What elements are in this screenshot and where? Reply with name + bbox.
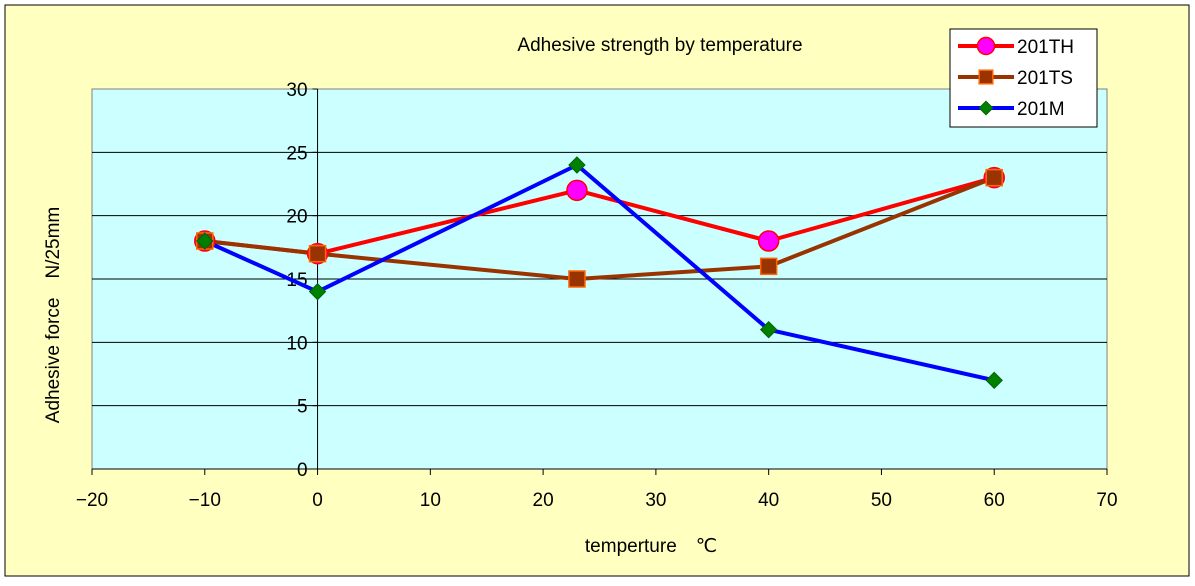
legend: 201TH 201TS 201M (949, 28, 1098, 128)
legend-marker-201TH (976, 36, 996, 56)
data-point-201M (196, 232, 214, 250)
y-tick-label: 30 (286, 80, 307, 101)
y-tick-label: 25 (286, 143, 307, 164)
x-tick-label: 10 (420, 490, 441, 511)
legend-label-201TH: 201TH (1017, 37, 1074, 58)
y-tick-label: 10 (286, 333, 307, 354)
data-point-201M (308, 282, 327, 301)
legend-label-201TS: 201TS (1017, 68, 1073, 89)
data-point-201M (985, 371, 1003, 390)
x-tick-label: −20 (76, 490, 108, 511)
x-tick-label: 70 (1096, 490, 1117, 511)
data-point-201TS (759, 257, 778, 276)
x-axis-label: temperture ℃ (585, 536, 717, 557)
y-axis-label: Adhesive force N/25mm (43, 207, 64, 423)
data-point-201TS (568, 270, 586, 288)
x-tick-label: −10 (189, 490, 221, 511)
chart-title: Adhesive strength by temperature (517, 35, 802, 56)
data-point-201TH (757, 230, 780, 252)
y-tick-label: 0 (297, 460, 308, 481)
data-point-201TS (985, 168, 1003, 187)
legend-marker-201TS (978, 69, 994, 85)
data-point-201TS (308, 244, 327, 263)
data-point-201TH (566, 179, 588, 202)
data-point-201M (568, 156, 586, 174)
data-point-201M (759, 320, 778, 339)
legend-marker-201M (978, 100, 994, 116)
y-tick-label: 5 (297, 397, 308, 418)
x-tick-label: 30 (645, 490, 666, 511)
y-tick-label: 20 (286, 207, 307, 228)
x-tick-label: 60 (984, 490, 1005, 511)
x-tick-label: 40 (758, 490, 779, 511)
x-tick-label: 20 (533, 490, 554, 511)
x-tick-label: 50 (871, 490, 892, 511)
legend-label-201M: 201M (1017, 99, 1065, 120)
x-tick-label: 0 (312, 490, 323, 511)
